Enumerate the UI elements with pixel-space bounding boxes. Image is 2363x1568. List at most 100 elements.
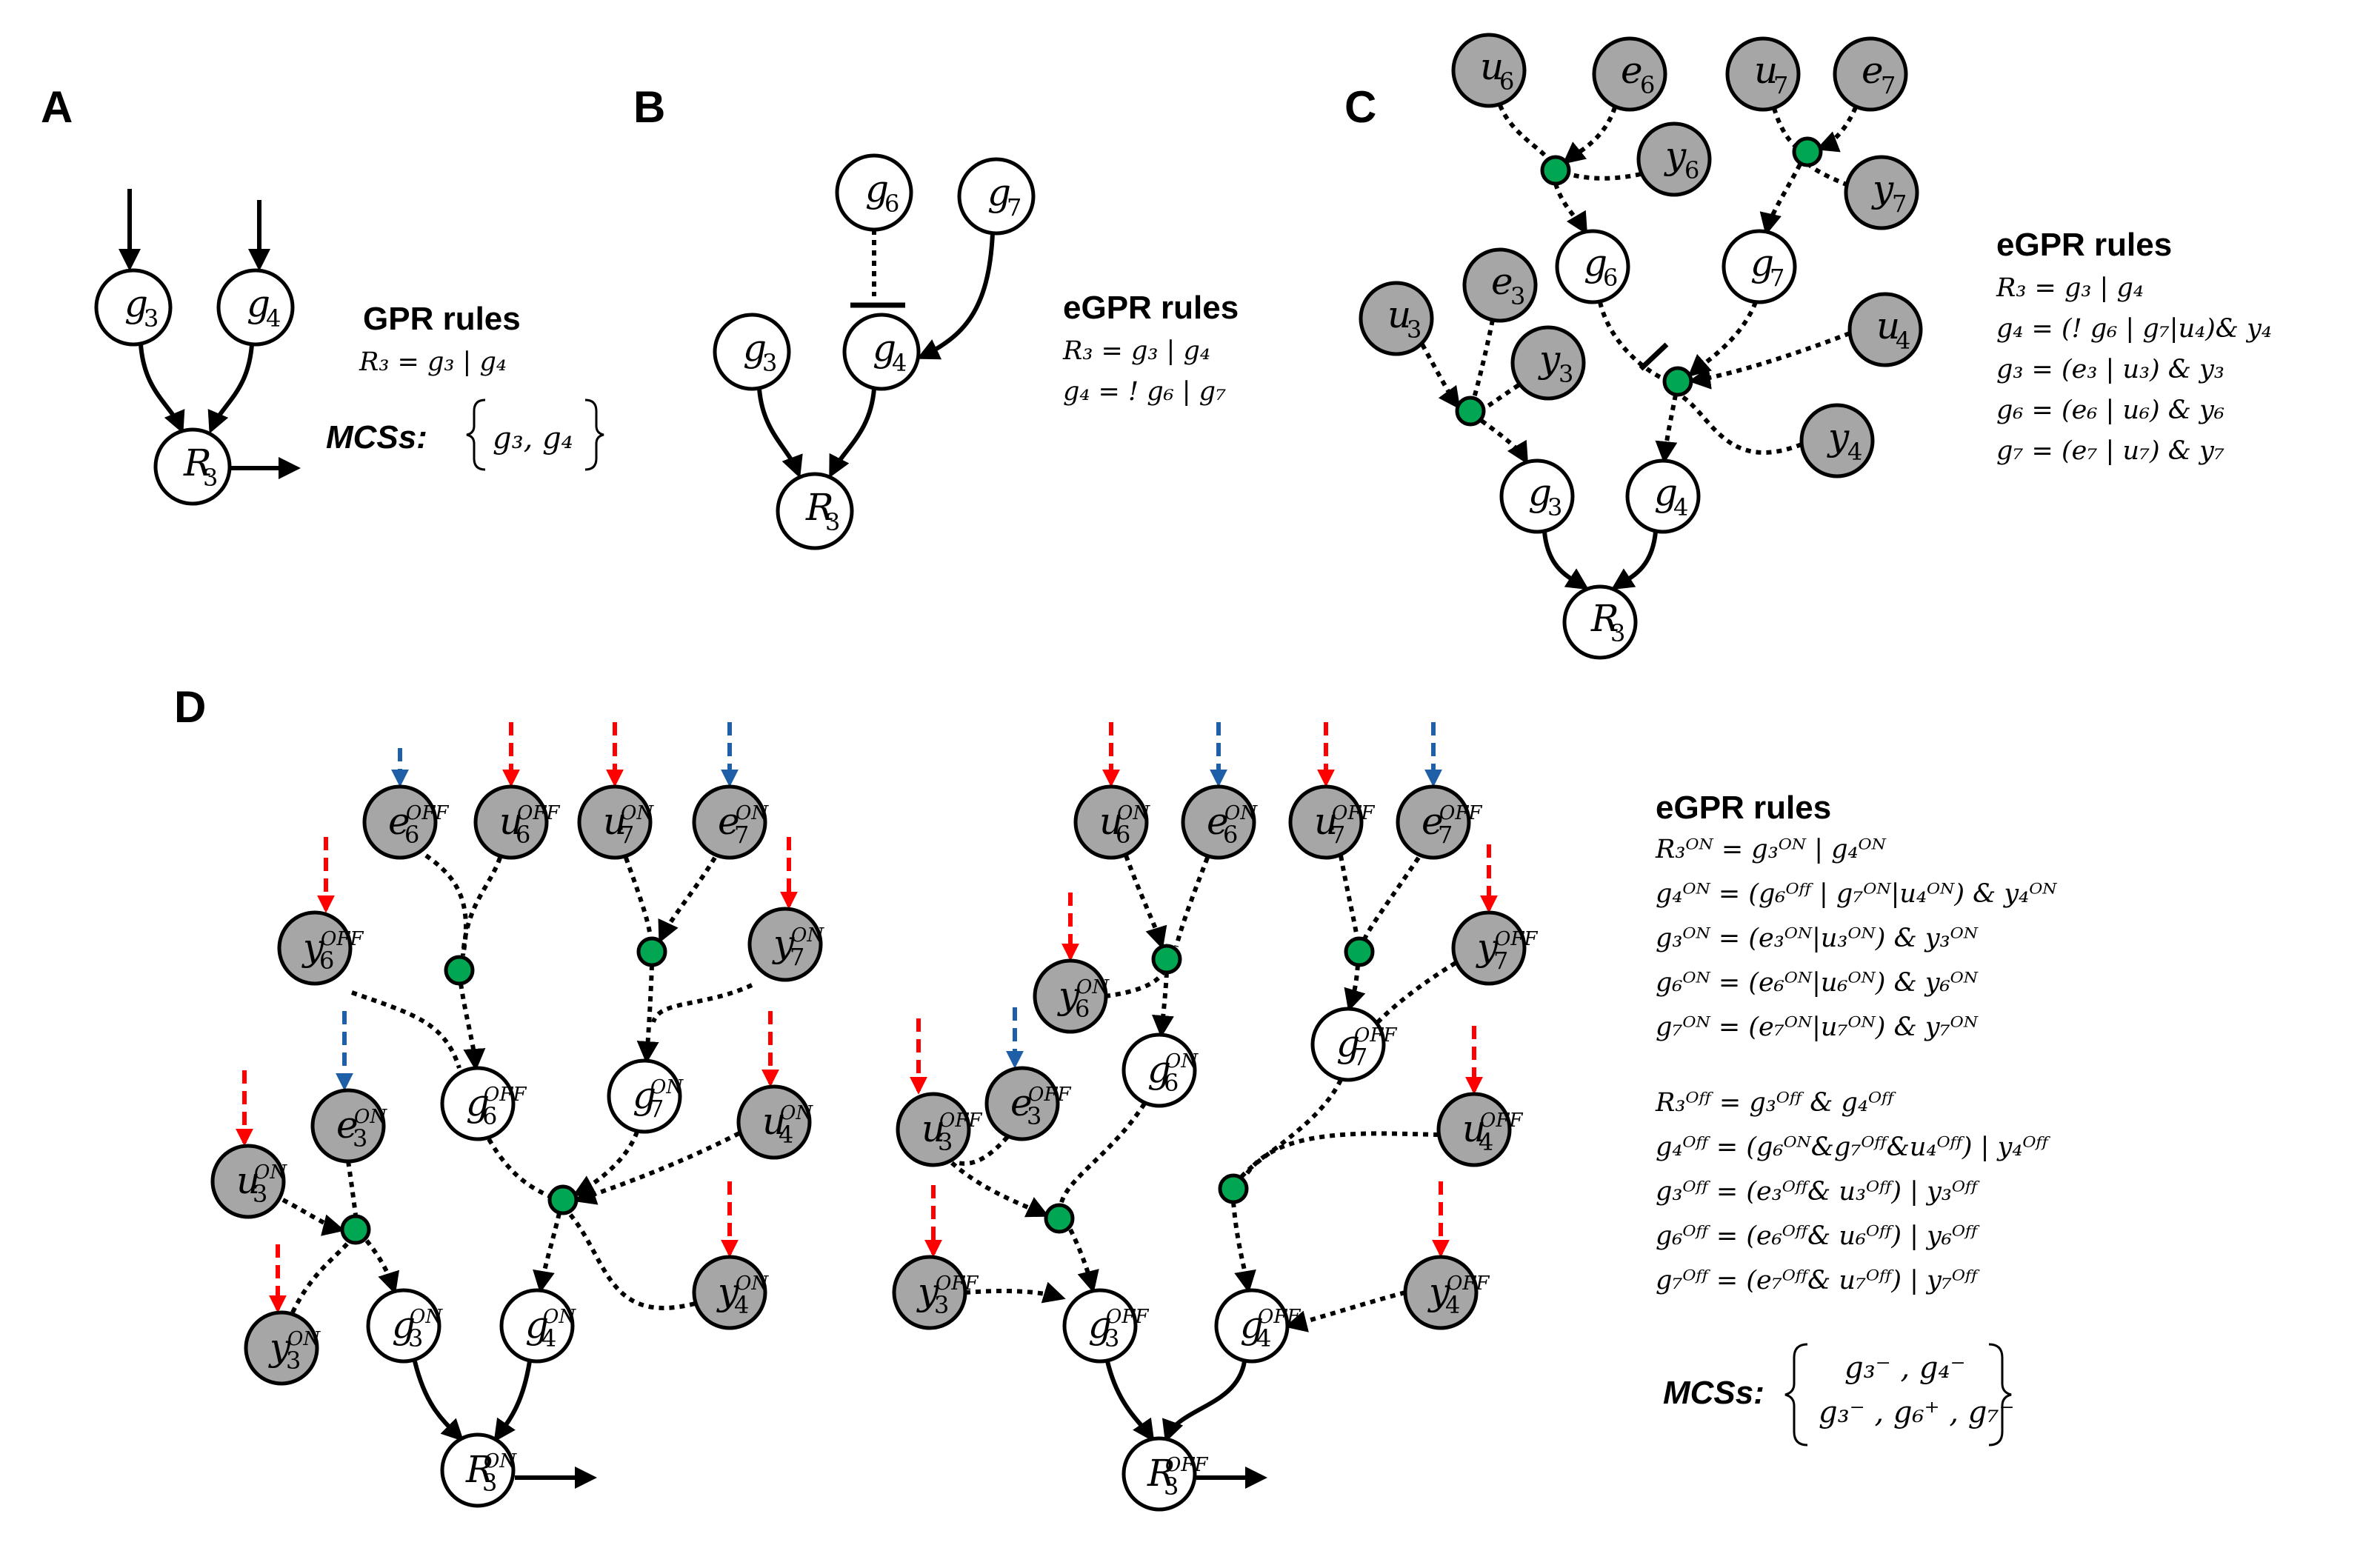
rule-line-a-0: R₃ = g₃ | g₄ xyxy=(359,347,507,377)
node-sub-dr-y7: 7 xyxy=(1493,947,1508,975)
node-sub-b-g6: 6 xyxy=(884,190,899,218)
node-circle-dr-y6 xyxy=(1033,958,1108,1034)
node-label-dr-g3: g xyxy=(1088,1304,1112,1347)
node-circle-a-g4 xyxy=(216,268,295,347)
rule-line-b-0: R₃ = g₃ | g₄ xyxy=(1062,336,1210,366)
node-sub-a-g3: 3 xyxy=(144,304,159,333)
node-sub-b-g3: 3 xyxy=(762,349,777,377)
mcs-brace-right-a xyxy=(584,398,604,471)
node-label-c-g3: g xyxy=(1528,471,1552,514)
edge-dl-y6-g6 xyxy=(351,990,461,1069)
edge-dl-y7-g7 xyxy=(651,983,753,1024)
node-sup-dl-g6: OFF xyxy=(484,1084,527,1106)
node-sup-dl-e3: ON xyxy=(354,1106,387,1128)
node-sub-dr-u7: 7 xyxy=(1330,821,1345,849)
node-label-dl-u7: u xyxy=(603,800,627,843)
node-sup-dr-u4: OFF xyxy=(1480,1110,1523,1132)
junction-dl-g4 xyxy=(547,1184,579,1215)
edge-dl-e7-j xyxy=(658,856,717,944)
rule-line-d-off-3: g₆ᴼᶠᶠ = (e₆ᴼᶠᶠ& u₆ᴼᶠᶠ) | y₆ᴼᶠᶠ xyxy=(1656,1221,1980,1251)
node-label-dl-g4: g xyxy=(525,1304,549,1347)
node-label-dr-u4: u xyxy=(1462,1107,1486,1150)
node-sup-dr-u6: ON xyxy=(1117,802,1150,824)
node-label-c-u4: u xyxy=(1876,304,1900,347)
node-label-dl-e3: e xyxy=(336,1104,359,1147)
edge-dr-u4-j4 xyxy=(1242,1131,1439,1179)
node-dl-u4: u4ON xyxy=(736,1084,813,1160)
edge-dr-j3-g3 xyxy=(1068,1228,1099,1293)
node-sub-c-g6: 6 xyxy=(1603,264,1618,292)
node-label-dl-g3: g xyxy=(392,1304,416,1347)
node-sub-dl-e7: 7 xyxy=(734,821,749,849)
node-label-dr-u3: u xyxy=(921,1107,945,1150)
node-sub-dr-e6: 6 xyxy=(1223,821,1238,849)
node-sub-c-y6: 6 xyxy=(1684,156,1699,184)
node-sub-dr-u6: 6 xyxy=(1116,821,1130,849)
mcs-set-d-1: g₃⁻ , g₆⁺ , g₇⁻ xyxy=(1819,1395,2015,1429)
node-sub-c-u6: 6 xyxy=(1499,67,1514,96)
junction-dl-g7 xyxy=(636,936,667,967)
node-sub-c-u3: 3 xyxy=(1407,316,1422,344)
node-label-dr-y7: y xyxy=(1476,926,1499,969)
edge-dr-u3-j3 xyxy=(950,1161,1050,1218)
junction-c-g6 xyxy=(1540,155,1571,186)
node-label-c-g4: g xyxy=(1654,471,1678,514)
junction-dr-g7 xyxy=(1344,936,1375,967)
node-circle-c-g6 xyxy=(1555,229,1630,304)
node-label-dl-g6: g xyxy=(466,1081,490,1124)
node-label-c-y7: y xyxy=(1871,167,1894,210)
node-sup-dl-y7: ON xyxy=(791,924,824,947)
edge-dr-g6-j3 xyxy=(1059,1102,1147,1206)
node-sup-dr-y4: OFF xyxy=(1447,1272,1490,1295)
node-label-c-u3: u xyxy=(1387,293,1411,336)
node-circle-dl-y4 xyxy=(692,1255,767,1330)
node-c-u6: u6 xyxy=(1451,33,1527,108)
junction-c-g4 xyxy=(1662,366,1693,397)
node-c-g4: g4 xyxy=(1625,458,1701,534)
node-dr-g6: g6ON xyxy=(1121,1032,1199,1108)
node-dl-y3: y3ON xyxy=(244,1310,321,1386)
node-label-a-g4: g xyxy=(247,282,270,325)
node-sub-dl-g6: 6 xyxy=(482,1102,497,1130)
node-sup-dr-g7: OFF xyxy=(1354,1024,1397,1047)
edge-dl-y4-j4 xyxy=(568,1213,696,1310)
rule-line-d-on-1: g₄ᴼᴺ = (g₆ᴼᶠᶠ | g₇ᴼᴺ|u₄ᴼᴺ) & y₄ᴼᴺ xyxy=(1656,879,2057,909)
node-circle-b-g3 xyxy=(713,313,791,391)
node-label-b-g3: g xyxy=(743,327,767,370)
node-sub-c-g4: 4 xyxy=(1673,493,1688,521)
node-label-b-r3: R xyxy=(805,486,834,529)
node-circle-c-y4 xyxy=(1799,403,1875,478)
node-sub-dl-y6: 6 xyxy=(319,947,334,975)
node-label-b-g7: g xyxy=(987,171,1011,214)
node-label-dr-g7: g xyxy=(1336,1022,1360,1065)
node-sub-a-g4: 4 xyxy=(266,304,281,333)
node-b-g3: g3 xyxy=(713,313,791,391)
node-b-r3: R3 xyxy=(776,472,854,550)
node-circle-dr-e6 xyxy=(1181,784,1256,860)
edge-dr-e6-j xyxy=(1174,856,1210,947)
node-label-dl-e6: e xyxy=(388,800,410,843)
node-sup-dr-e6: ON xyxy=(1224,802,1258,824)
node-sup-dl-e7: ON xyxy=(736,802,769,824)
node-dr-u6: u6ON xyxy=(1073,784,1150,860)
node-circle-dl-u4 xyxy=(736,1084,812,1160)
node-sub-dr-y3: 3 xyxy=(934,1291,949,1319)
node-circle-dl-e3 xyxy=(310,1088,386,1164)
node-b-g4: g4 xyxy=(842,313,921,391)
node-label-dr-e6: e xyxy=(1207,800,1229,843)
node-sub-c-e3: 3 xyxy=(1510,282,1525,310)
node-c-u4: u4 xyxy=(1847,292,1923,367)
rule-line-b-1: g₄ = ! g₆ | g₇ xyxy=(1063,377,1226,407)
rule-line-d-off-4: g₇ᴼᶠᶠ = (e₇ᴼᶠᶠ& u₇ᴼᶠᶠ) | y₇ᴼᶠᶠ xyxy=(1656,1266,1980,1295)
rule-line-d-off-0: R₃ᴼᶠᶠ = g₃ᴼᶠᶠ & g₄ᴼᶠᶠ xyxy=(1655,1088,1896,1118)
node-sub-dr-e7: 7 xyxy=(1438,821,1453,849)
node-label-c-y3: y xyxy=(1538,338,1561,381)
node-circle-c-e3 xyxy=(1462,247,1538,323)
